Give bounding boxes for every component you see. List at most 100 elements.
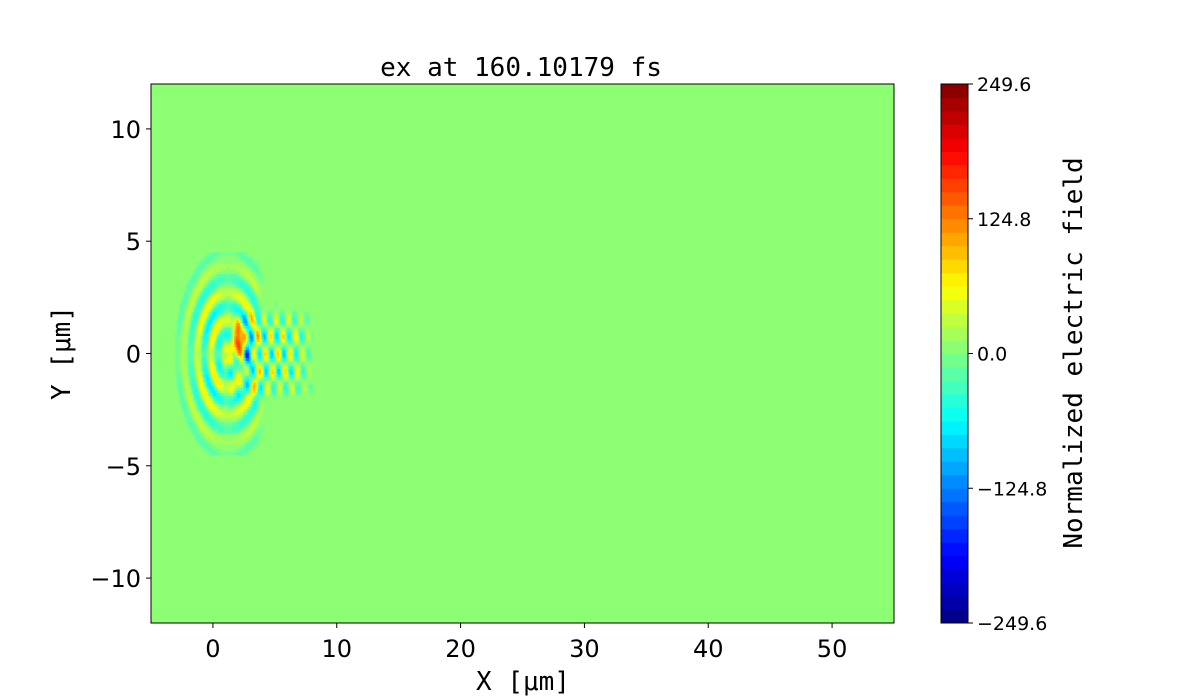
heatmap-cell <box>192 338 195 342</box>
heatmap-cell <box>183 430 186 434</box>
heatmap-cell <box>298 322 301 326</box>
heatmap-cell <box>284 327 287 332</box>
heatmap-cell <box>217 349 220 353</box>
heatmap-cell <box>265 349 268 353</box>
heatmap-cell <box>205 325 209 329</box>
heatmap-cell <box>216 341 219 345</box>
heatmap-cell <box>271 333 274 337</box>
heatmap-cell <box>191 406 194 410</box>
heatmap-cell <box>203 365 206 369</box>
heatmap-cell <box>255 392 258 396</box>
heatmap-cell <box>232 292 235 297</box>
heatmap-cell <box>256 395 259 399</box>
heatmap-cell <box>247 411 250 415</box>
heatmap-cell <box>243 362 246 367</box>
heatmap-cell <box>205 427 209 431</box>
heatmap-cell <box>222 427 225 431</box>
heatmap-cell <box>235 252 238 256</box>
heatmap-cell <box>238 349 241 353</box>
heatmap-cell <box>208 292 212 297</box>
heatmap-cell <box>183 373 186 378</box>
heatmap-cell <box>226 408 229 413</box>
heatmap-cell <box>255 435 258 439</box>
heatmap-cell <box>237 309 240 313</box>
heatmap-cell <box>177 360 180 364</box>
heatmap-cell <box>302 368 305 372</box>
heatmap-cell <box>200 422 203 426</box>
heatmap-cell <box>307 373 310 378</box>
heatmap-cell <box>268 373 271 378</box>
heatmap-cell <box>244 335 247 340</box>
heatmap-cell <box>198 327 201 332</box>
heatmap-cell <box>220 282 223 286</box>
heatmap-cell <box>250 341 253 345</box>
heatmap-cell <box>208 379 212 383</box>
heatmap-cell <box>240 271 243 275</box>
heatmap-cell <box>191 263 194 267</box>
heatmap-cell <box>247 400 250 404</box>
heatmap-cell <box>205 279 209 283</box>
heatmap-cell <box>222 376 225 380</box>
heatmap-cell <box>174 335 177 340</box>
heatmap-cell <box>189 395 192 399</box>
heatmap-cell <box>237 389 240 394</box>
heatmap-cell <box>250 414 253 418</box>
heatmap-cell <box>200 373 203 378</box>
heatmap-cell <box>216 295 219 299</box>
heatmap-cell <box>203 346 206 351</box>
heatmap-cell <box>204 400 207 404</box>
heatmap-cell <box>219 371 222 375</box>
heatmap-cell <box>308 349 311 353</box>
heatmap-cell <box>219 354 222 359</box>
heatmap-cell <box>228 381 231 386</box>
heatmap-cell <box>195 416 198 421</box>
heatmap-cell <box>240 360 243 364</box>
heatmap-cell <box>225 451 228 456</box>
heatmap-cell <box>207 433 210 437</box>
heatmap-cell <box>262 362 265 367</box>
heatmap-cell <box>272 349 275 353</box>
heatmap-cell <box>231 292 234 297</box>
heatmap-cell <box>272 368 275 372</box>
heatmap-cell <box>284 357 287 361</box>
heatmap-cell <box>256 352 259 356</box>
heatmap-cell <box>302 376 305 380</box>
heatmap-cell <box>231 263 234 267</box>
heatmap-cell <box>235 365 238 369</box>
heatmap-cell <box>246 319 249 324</box>
heatmap-cell <box>201 411 204 415</box>
heatmap-cell <box>247 379 250 383</box>
heatmap-cell <box>234 346 237 351</box>
heatmap-cell <box>208 360 212 364</box>
heatmap-cell <box>235 290 238 294</box>
heatmap-cell <box>299 357 302 361</box>
heatmap-cell <box>203 397 206 402</box>
heatmap-cell <box>249 379 252 383</box>
heatmap-cell <box>214 376 217 380</box>
heatmap-cell <box>222 414 225 418</box>
heatmap-cell <box>179 284 182 289</box>
heatmap-cell <box>249 295 252 299</box>
heatmap-cell <box>255 314 258 318</box>
heatmap-cell <box>269 344 272 348</box>
heatmap-cell <box>192 446 195 450</box>
heatmap-cell <box>201 295 204 299</box>
heatmap-cell <box>185 344 188 348</box>
heatmap-cell <box>265 395 268 399</box>
heatmap-cell <box>219 441 222 445</box>
heatmap-cell <box>220 403 223 407</box>
heatmap-cell <box>255 381 258 386</box>
heatmap-cell <box>204 362 207 367</box>
heatmap-cell <box>253 319 256 324</box>
heatmap-cell <box>197 422 200 426</box>
heatmap-cell <box>232 335 235 340</box>
heatmap-cell <box>253 349 256 353</box>
heatmap-cell <box>217 268 220 272</box>
heatmap-cell <box>277 368 280 372</box>
heatmap-cell <box>216 419 219 423</box>
heatmap-cell <box>200 441 203 445</box>
heatmap-cell <box>189 344 192 348</box>
heatmap-cell <box>179 287 182 291</box>
heatmap-cell <box>255 422 258 426</box>
heatmap-cell <box>274 368 277 372</box>
